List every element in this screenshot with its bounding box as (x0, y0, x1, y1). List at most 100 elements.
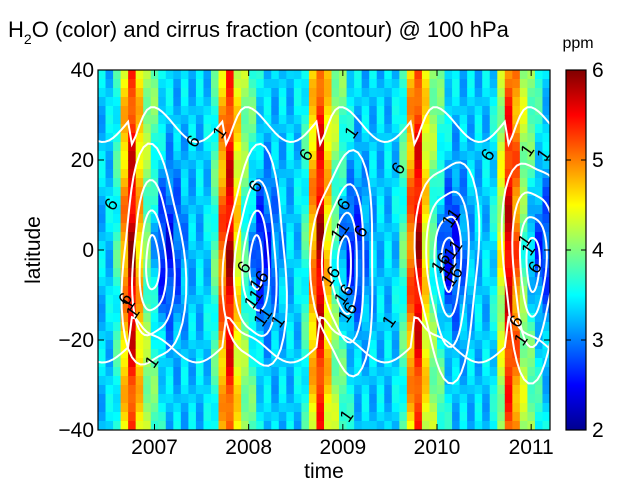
heatmap-cell (361, 232, 370, 242)
heatmap-cell (135, 412, 144, 422)
heatmap-cell (150, 412, 159, 422)
heatmap-cell (113, 268, 122, 278)
heatmap-cell (534, 70, 544, 80)
heatmap-cell (158, 277, 167, 287)
heatmap-cell (482, 124, 491, 134)
heatmap-cell (248, 232, 257, 242)
heatmap-cell (233, 259, 242, 269)
heatmap-cell (301, 241, 310, 251)
heatmap-cell (316, 178, 325, 188)
heatmap-cell (316, 286, 325, 296)
heatmap-cell (278, 394, 287, 404)
heatmap-cell (437, 277, 446, 287)
heatmap-cell (135, 223, 144, 233)
heatmap-cell (316, 124, 325, 134)
heatmap-cell (519, 412, 528, 422)
heatmap-cell (180, 277, 189, 287)
heatmap-cell (165, 160, 174, 170)
heatmap-cell (429, 142, 438, 152)
contour-line (98, 315, 550, 364)
heatmap-cell (195, 331, 205, 341)
heatmap-cell (218, 358, 227, 368)
chart-title: H2O (color) and cirrus fraction (contour… (8, 17, 510, 47)
heatmap-cell (226, 241, 235, 251)
heatmap-cell (346, 205, 355, 215)
heatmap-cell (459, 151, 468, 161)
heatmap-cell (459, 187, 468, 197)
heatmap-cell (489, 385, 498, 395)
heatmap-cell (263, 178, 272, 188)
heatmap-cell (361, 367, 370, 377)
heatmap-cell (452, 268, 461, 278)
heatmap-cell (165, 277, 174, 287)
heatmap-cell (165, 286, 174, 296)
heatmap-cell (406, 250, 415, 260)
heatmap-cell (271, 232, 280, 242)
heatmap-cell (384, 196, 393, 206)
heatmap-cell (120, 277, 129, 287)
heatmap-cell (324, 223, 333, 233)
heatmap-cell (339, 295, 348, 305)
heatmap-cell (233, 376, 242, 386)
heatmap-cell (158, 331, 167, 341)
heatmap-cell (150, 196, 159, 206)
heatmap-cell (98, 232, 107, 242)
heatmap-cell (437, 151, 446, 161)
heatmap-cell (226, 196, 235, 206)
contour-line (98, 106, 550, 148)
heatmap-cell (271, 160, 280, 170)
heatmap-cell (504, 403, 513, 413)
heatmap-cell (263, 79, 272, 89)
heatmap-cell (286, 376, 295, 386)
heatmap-cell (391, 187, 400, 197)
heatmap-cell (384, 205, 393, 215)
heatmap-cell (128, 151, 137, 161)
heatmap-cell (256, 385, 265, 395)
heatmap-cell (391, 196, 400, 206)
heatmap-cell (354, 133, 363, 143)
heatmap-cell (241, 394, 250, 404)
heatmap-cell (120, 340, 129, 350)
heatmap-cell (391, 241, 400, 251)
heatmap-cell (120, 232, 129, 242)
heatmap-cell (542, 394, 550, 404)
heatmap-cell (512, 232, 521, 242)
heatmap-cell (527, 106, 536, 116)
heatmap-cell (203, 79, 212, 89)
heatmap-cell (316, 241, 325, 251)
heatmap-cell (421, 187, 431, 197)
heatmap-cell (105, 295, 114, 305)
heatmap-cell (519, 133, 528, 143)
heatmap-cell (489, 88, 498, 98)
heatmap-cell (135, 403, 144, 413)
heatmap-cell (143, 142, 152, 152)
heatmap-cell (429, 151, 438, 161)
heatmap-cell (459, 331, 468, 341)
heatmap-cell (180, 160, 189, 170)
heatmap-cell (308, 241, 318, 251)
heatmap-cell (278, 313, 287, 323)
heatmap-cell (361, 259, 370, 269)
heatmap-cell (331, 88, 340, 98)
heatmap-cell (286, 331, 295, 341)
heatmap-cell (489, 133, 498, 143)
heatmap-cell (497, 160, 506, 170)
heatmap-cell (98, 385, 107, 395)
heatmap-cell (474, 169, 483, 179)
heatmap-cell (474, 124, 483, 134)
heatmap-cell (271, 151, 280, 161)
heatmap-cell (195, 88, 205, 98)
heatmap-cell (308, 322, 318, 332)
heatmap-cell (278, 79, 287, 89)
heatmap-cell (346, 214, 355, 224)
heatmap-cell (135, 214, 144, 224)
heatmap-cell (482, 385, 491, 395)
heatmap-cell (218, 142, 227, 152)
heatmap-cell (188, 196, 197, 206)
heatmap-cell (369, 214, 378, 224)
heatmap-cell (474, 178, 483, 188)
heatmap-cell (391, 142, 400, 152)
heatmap-cell (241, 187, 250, 197)
heatmap-cell (369, 115, 378, 125)
heatmap-cell (301, 250, 310, 260)
